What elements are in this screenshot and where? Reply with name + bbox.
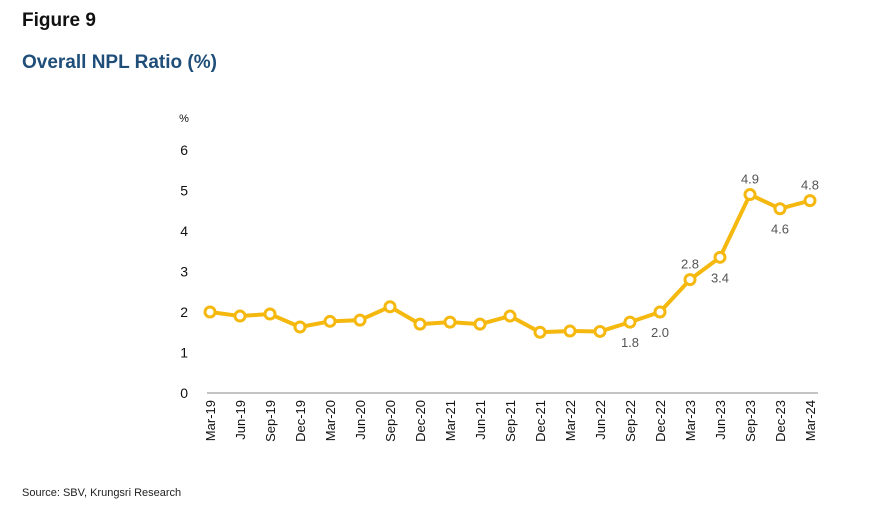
- data-point: [473, 317, 487, 331]
- y-tick-label: 5: [180, 183, 188, 199]
- x-tick-label: Mar-19: [203, 400, 218, 441]
- data-point: [203, 305, 217, 319]
- data-point: [623, 315, 637, 329]
- x-tick-label: Jun-23: [713, 400, 728, 440]
- data-point: [503, 309, 517, 323]
- y-tick-label: 0: [180, 385, 188, 401]
- data-point: [443, 315, 457, 329]
- data-point: [353, 313, 367, 327]
- data-label: 2.0: [651, 325, 669, 340]
- data-point: [413, 317, 427, 331]
- data-point: [533, 325, 547, 339]
- data-point: [713, 250, 727, 264]
- data-label: 3.4: [711, 270, 729, 285]
- y-tick-label: 3: [180, 264, 188, 280]
- x-tick-label: Dec-19: [293, 400, 308, 442]
- data-label: 4.8: [801, 178, 819, 193]
- data-label: 4.6: [771, 222, 789, 237]
- x-tick-label: Dec-21: [533, 400, 548, 442]
- x-tick-label: Jun-21: [473, 400, 488, 440]
- data-point: [263, 307, 277, 321]
- data-point: [803, 194, 817, 208]
- y-tick-label: 2: [180, 304, 188, 320]
- y-axis-unit: %: [179, 113, 189, 125]
- data-point: [383, 300, 397, 314]
- data-label: 1.8: [621, 335, 639, 350]
- npl-series-points: [203, 188, 817, 339]
- y-tick-label: 4: [180, 223, 188, 239]
- y-tick-label: 6: [180, 142, 188, 158]
- x-tick-label: Sep-20: [383, 400, 398, 442]
- y-tick-label: 1: [180, 345, 188, 361]
- x-tick-label: Mar-22: [563, 400, 578, 441]
- data-point: [323, 314, 337, 328]
- x-tick-label: Sep-19: [263, 400, 278, 442]
- x-tick-label: Sep-23: [743, 400, 758, 442]
- data-point: [563, 324, 577, 338]
- data-point: [233, 309, 247, 323]
- x-tick-label: Mar-20: [323, 400, 338, 441]
- figure-label: Figure 9: [22, 10, 96, 31]
- x-tick-label: Sep-21: [503, 400, 518, 442]
- x-tick-label: Jun-22: [593, 400, 608, 440]
- source-note: Source: SBV, Krungsri Research: [22, 487, 182, 499]
- x-tick-label: Mar-21: [443, 400, 458, 441]
- data-point: [593, 324, 607, 338]
- x-tick-label: Sep-22: [623, 400, 638, 442]
- x-tick-label: Dec-20: [413, 400, 428, 442]
- x-tick-label: Mar-24: [803, 400, 818, 441]
- data-point: [293, 320, 307, 334]
- x-tick-label: Jun-20: [353, 400, 368, 440]
- x-tick-label: Dec-22: [653, 400, 668, 442]
- x-axis-ticks: Mar-19 Jun-19 Sep-19 Dec-19 Mar-20 Jun-20 Sep-…: [203, 400, 818, 442]
- y-axis-ticks: 0 1 2 3 4 5 6: [180, 142, 188, 401]
- data-point: [743, 188, 757, 202]
- data-label: 4.9: [741, 172, 759, 187]
- chart-title: Overall NPL Ratio (%): [22, 52, 217, 73]
- data-labels: 1.8 2.0 2.8 3.4 4.9 4.6 4.8: [621, 172, 819, 351]
- data-point: [683, 273, 697, 287]
- data-point: [773, 202, 787, 216]
- x-tick-label: Jun-19: [233, 400, 248, 440]
- x-tick-label: Dec-23: [773, 400, 788, 442]
- data-point: [653, 305, 667, 319]
- data-label: 2.8: [681, 257, 699, 272]
- x-tick-label: Mar-23: [683, 400, 698, 441]
